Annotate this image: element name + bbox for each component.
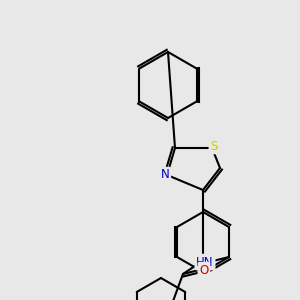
Text: N: N (160, 169, 169, 182)
Text: HN: HN (196, 256, 214, 268)
Text: O: O (200, 263, 208, 277)
Text: S: S (210, 140, 218, 152)
